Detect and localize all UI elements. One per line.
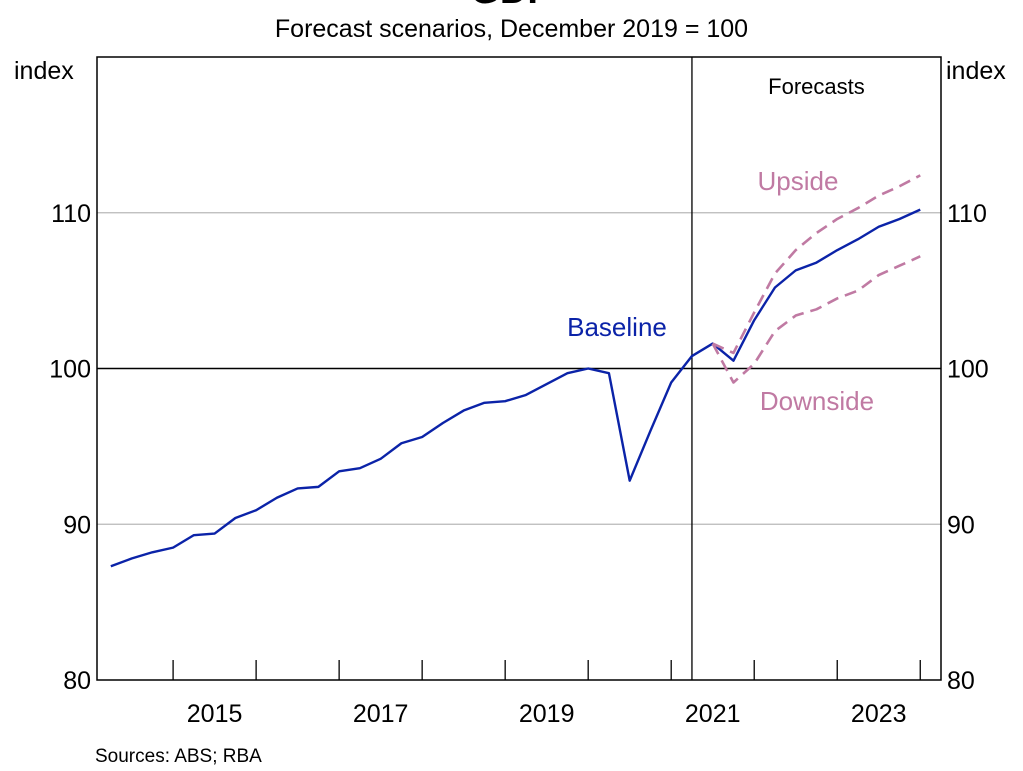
y-tick-left-110: 110 — [51, 200, 91, 228]
forecast-label: Forecasts — [768, 74, 865, 99]
y-tick-left-100: 100 — [49, 356, 91, 384]
series-line-baseline — [110, 208, 921, 568]
x-tick-label-2017: 2017 — [353, 700, 409, 728]
y-tick-right-100: 100 — [947, 356, 989, 384]
x-tick-label-2019: 2019 — [519, 700, 575, 728]
x-tick-label-2023: 2023 — [851, 700, 907, 728]
chart-title: GDP — [0, 0, 1023, 13]
series-line-downside — [711, 255, 921, 384]
y-tick-right-80: 80 — [947, 667, 975, 695]
y-axis-label-right: index — [946, 57, 1006, 85]
series-label-downside: Downside — [760, 386, 874, 416]
series-label-upside: Upside — [758, 166, 839, 196]
y-tick-right-110: 110 — [947, 200, 987, 228]
plot-frame — [96, 56, 942, 681]
y-tick-right-90: 90 — [947, 511, 975, 539]
y-tick-left-80: 80 — [63, 667, 91, 695]
y-axis-label-left: index — [14, 57, 74, 85]
x-tick-label-2021: 2021 — [685, 700, 741, 728]
sources-note: Sources: ABS; RBA — [95, 746, 262, 767]
chart-subtitle: Forecast scenarios, December 2019 = 100 — [274, 15, 749, 43]
series-label-baseline: Baseline — [567, 312, 667, 342]
x-tick-label-2015: 2015 — [187, 700, 243, 728]
y-tick-left-90: 90 — [63, 511, 91, 539]
series-line-upside — [712, 174, 921, 355]
